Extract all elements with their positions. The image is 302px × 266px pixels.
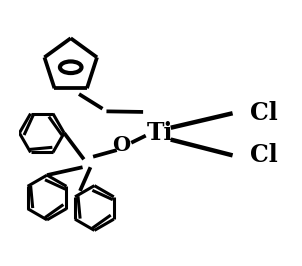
Text: Cl: Cl [250,101,278,125]
Text: O: O [112,135,130,155]
Text: Ti: Ti [147,121,173,145]
Text: Cl: Cl [250,143,278,167]
